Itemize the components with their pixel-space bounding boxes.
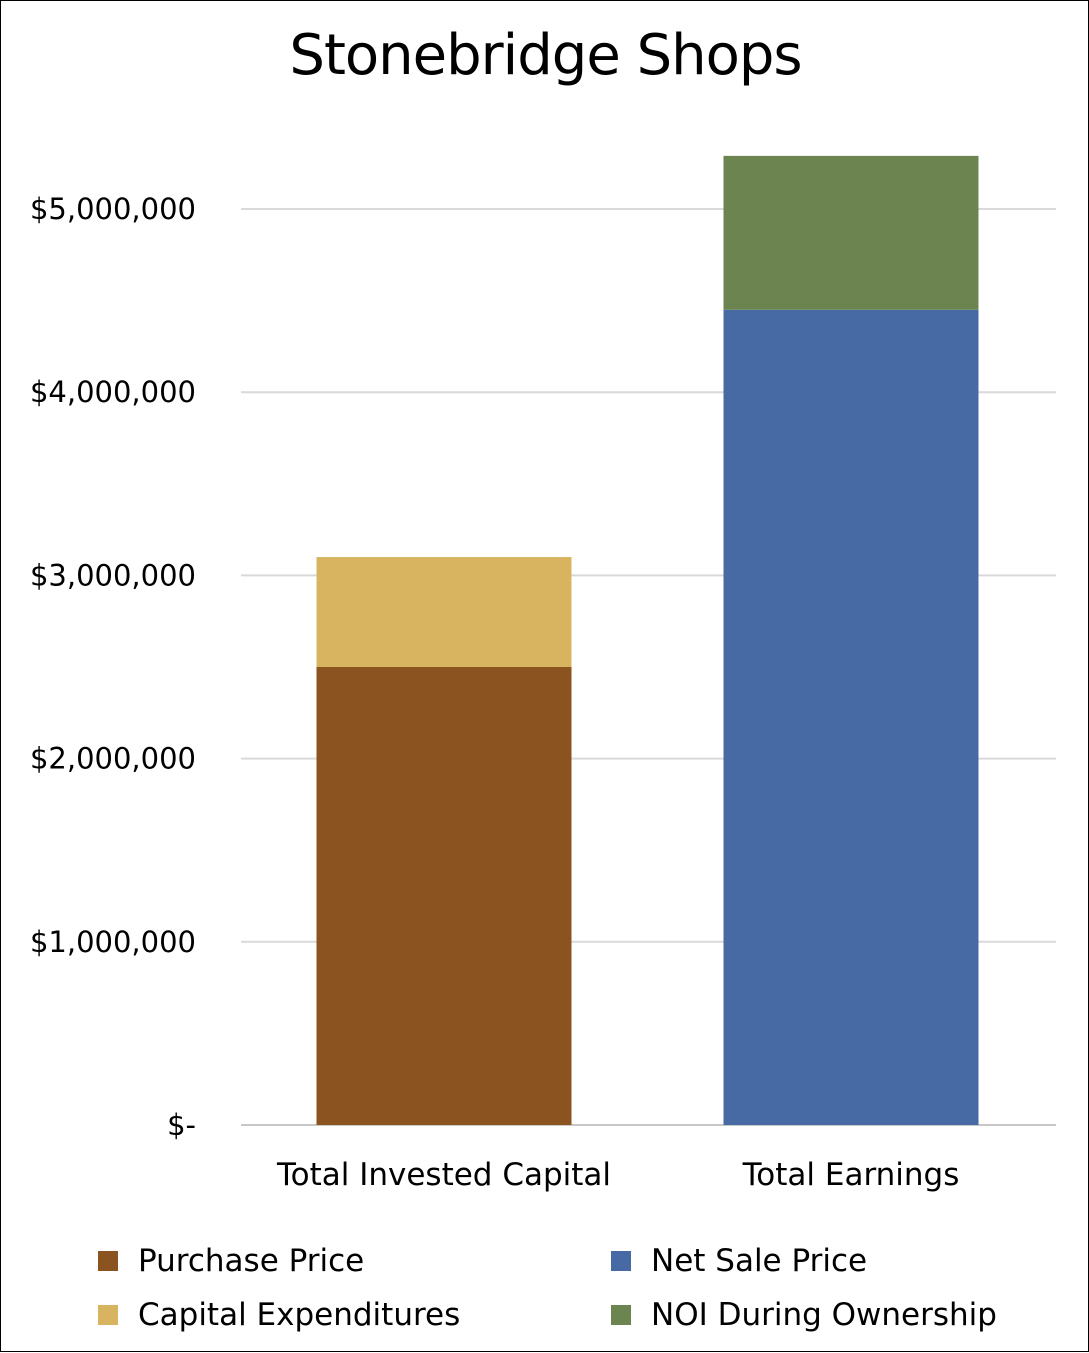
x-category-label-0: Total Invested Capital	[276, 1157, 611, 1193]
legend-swatch-net-sale-price	[611, 1251, 631, 1271]
legend-item-net-sale-price: Net Sale Price	[611, 1243, 867, 1279]
y-tick-label-1: $1,000,000	[30, 925, 196, 959]
y-tick-label-5: $5,000,000	[30, 192, 196, 226]
bar-capital-expenditures	[316, 557, 572, 667]
legend-label-net-sale-price: Net Sale Price	[651, 1243, 868, 1279]
y-tick-label-3: $3,000,000	[30, 558, 196, 592]
legend-item-purchase-price: Purchase Price	[98, 1243, 364, 1279]
bar-net-sale-price	[723, 309, 979, 1125]
legend-swatch-capital-expenditures	[98, 1305, 118, 1325]
x-category-label-1: Total Earnings	[742, 1157, 960, 1193]
bar-noi-during-ownership	[723, 155, 979, 310]
legend-label-noi-during-ownership: NOI During Ownership	[651, 1297, 997, 1333]
chart-title: Stonebridge Shops	[289, 23, 802, 88]
y-tick-label-0: $-	[167, 1108, 196, 1142]
legend-item-noi-during-ownership: NOI During Ownership	[611, 1297, 997, 1333]
legend-swatch-noi-during-ownership	[611, 1305, 631, 1325]
legend-label-purchase-price: Purchase Price	[138, 1243, 365, 1279]
legend-swatch-purchase-price	[98, 1251, 118, 1271]
y-tick-label-2: $2,000,000	[30, 742, 196, 776]
y-tick-label-4: $4,000,000	[30, 375, 196, 409]
chart-legend: Purchase Price Capital Expenditures Net …	[1, 1231, 1089, 1341]
legend-item-capital-expenditures: Capital Expenditures	[98, 1297, 460, 1333]
legend-label-capital-expenditures: Capital Expenditures	[138, 1297, 461, 1333]
bar-purchase-price	[316, 667, 572, 1125]
